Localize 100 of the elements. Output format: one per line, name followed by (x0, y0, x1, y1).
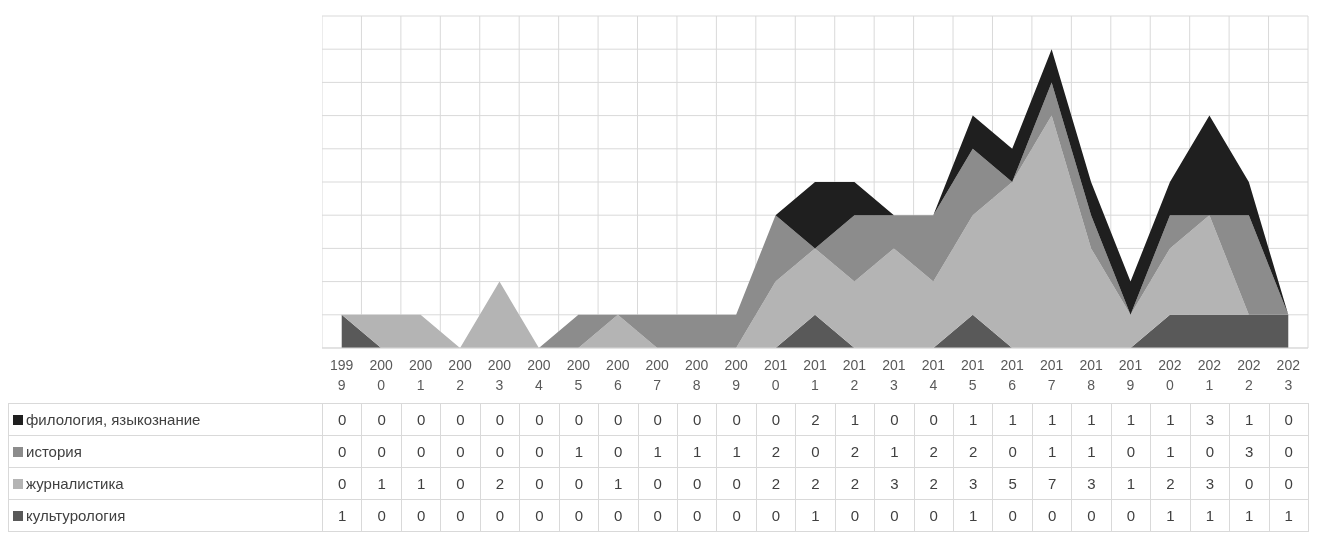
data-label: 0 (874, 499, 915, 532)
x-tick-label: 2003 (487, 357, 512, 393)
data-label: 0 (992, 499, 1033, 532)
x-tick-label: 2004 (527, 357, 551, 393)
x-tick-label: 2014 (921, 357, 946, 393)
data-label: 0 (480, 403, 520, 436)
data-label: 0 (598, 403, 638, 436)
data-label: 1 (874, 435, 915, 468)
x-tick-label: 1999 (330, 357, 354, 393)
data-label: 0 (1111, 435, 1151, 468)
data-label: 1 (559, 435, 599, 468)
data-label: 0 (1269, 467, 1309, 500)
data-label: 0 (559, 403, 599, 436)
data-label: 1 (1229, 499, 1269, 532)
data-label: 0 (716, 499, 757, 532)
data-label: 1 (716, 435, 757, 468)
data-label: 2 (795, 467, 836, 500)
x-tick-label: 2010 (763, 357, 788, 393)
data-label: 0 (598, 435, 638, 468)
data-label: 1 (1190, 499, 1230, 532)
x-tick-label: 2005 (566, 357, 591, 393)
legend-label: история (8, 435, 323, 468)
data-label: 0 (559, 499, 599, 532)
data-label: 3 (1229, 435, 1269, 468)
data-label: 1 (795, 499, 836, 532)
x-tick-label: 2017 (1039, 357, 1064, 393)
data-label: 1 (1032, 403, 1072, 436)
data-label: 0 (401, 435, 441, 468)
data-label: 2 (1150, 467, 1191, 500)
legend-label: филология, языкознание (8, 403, 323, 436)
data-label: 0 (480, 499, 520, 532)
data-label: 2 (756, 435, 796, 468)
data-label: 0 (638, 499, 678, 532)
data-label: 1 (1150, 499, 1191, 532)
data-label: 1 (1150, 403, 1191, 436)
data-label: 1 (953, 403, 993, 436)
x-tick-label: 2019 (1118, 357, 1143, 393)
data-label: 2 (914, 467, 954, 500)
data-label: 3 (874, 467, 915, 500)
data-label: 0 (874, 403, 915, 436)
x-tick-label: 2013 (882, 357, 906, 393)
data-label: 2 (480, 467, 520, 500)
data-label: 2 (914, 435, 954, 468)
data-label: 5 (992, 467, 1033, 500)
x-tick-label: 2015 (961, 357, 985, 393)
data-label: 0 (992, 435, 1033, 468)
data-label: 0 (361, 435, 402, 468)
data-label: 3 (1190, 467, 1230, 500)
data-label: 0 (1190, 435, 1230, 468)
data-label: 0 (440, 435, 481, 468)
data-label: 0 (559, 467, 599, 500)
data-label: 3 (1071, 467, 1112, 500)
data-label: 0 (480, 435, 520, 468)
data-label: 1 (1150, 435, 1191, 468)
data-label: 0 (1269, 403, 1309, 436)
x-tick-label: 2023 (1276, 357, 1301, 393)
x-tick-label: 2000 (369, 357, 394, 393)
data-label: 0 (519, 435, 560, 468)
x-tick-label: 2020 (1158, 357, 1182, 393)
data-label: 1 (835, 403, 875, 436)
legend-label: культурология (8, 499, 323, 532)
data-label: 0 (638, 403, 678, 436)
data-label: 1 (322, 499, 362, 532)
x-tick-label: 2011 (803, 357, 827, 393)
data-label: 1 (1269, 499, 1309, 532)
data-label: 1 (1111, 467, 1151, 500)
data-label: 0 (322, 435, 362, 468)
x-tick-label: 2009 (724, 357, 749, 393)
data-label: 0 (1111, 499, 1151, 532)
data-label: 0 (914, 499, 954, 532)
x-tick-label: 2008 (685, 357, 709, 393)
data-label: 1 (953, 499, 993, 532)
data-label: 1 (1229, 403, 1269, 436)
data-label: 2 (835, 467, 875, 500)
data-label: 0 (322, 403, 362, 436)
x-tick-label: 2006 (606, 357, 630, 393)
data-label: 1 (638, 435, 678, 468)
data-label: 0 (756, 403, 796, 436)
data-label: 0 (401, 499, 441, 532)
data-label: 0 (795, 435, 836, 468)
data-label: 0 (440, 499, 481, 532)
data-label: 3 (1190, 403, 1230, 436)
data-label: 0 (361, 403, 402, 436)
data-label: 0 (914, 403, 954, 436)
data-label: 0 (677, 403, 717, 436)
data-label: 0 (1229, 467, 1269, 500)
x-tick-label: 2012 (842, 357, 867, 393)
data-label: 2 (795, 403, 836, 436)
data-label: 1 (361, 467, 402, 500)
data-label: 0 (519, 403, 560, 436)
x-tick-label: 2007 (645, 357, 670, 393)
data-label: 1 (1071, 403, 1112, 436)
data-label: 1 (1111, 403, 1151, 436)
data-label: 0 (322, 467, 362, 500)
data-label: 0 (756, 499, 796, 532)
data-label: 2 (756, 467, 796, 500)
data-label: 1 (598, 467, 638, 500)
data-label: 0 (401, 403, 441, 436)
data-label: 2 (835, 435, 875, 468)
legend-label: журналистика (8, 467, 323, 500)
